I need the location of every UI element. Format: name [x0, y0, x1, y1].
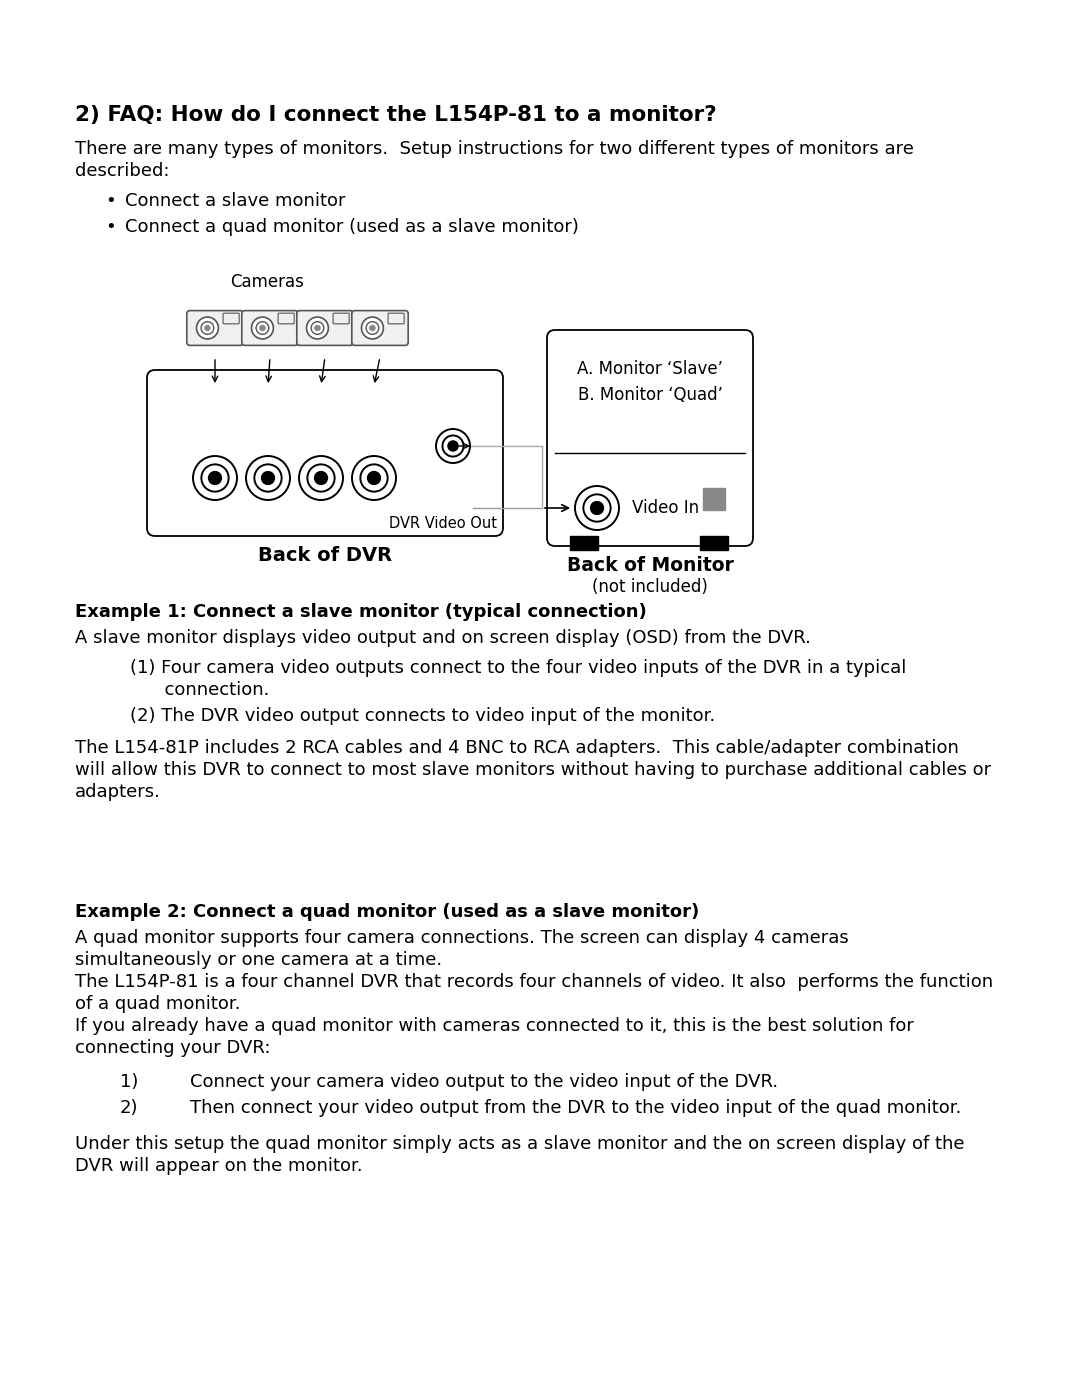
Circle shape [259, 326, 266, 331]
Circle shape [368, 472, 380, 485]
Text: Connect a slave monitor: Connect a slave monitor [125, 191, 346, 210]
Text: Video In: Video In [632, 499, 699, 517]
Text: described:: described: [75, 162, 170, 180]
Circle shape [575, 486, 619, 529]
Text: Connect a quad monitor (used as a slave monitor): Connect a quad monitor (used as a slave … [125, 218, 579, 236]
Bar [570, 536, 598, 550]
Circle shape [208, 472, 221, 485]
Circle shape [369, 326, 376, 331]
Text: B. Monitor ‘Quad’: B. Monitor ‘Quad’ [578, 386, 723, 404]
Text: A quad monitor supports four camera connections. The screen can display 4 camera: A quad monitor supports four camera conn… [75, 929, 849, 947]
Circle shape [314, 326, 321, 331]
Circle shape [193, 455, 237, 500]
Circle shape [362, 317, 383, 339]
Text: simultaneously or one camera at a time.: simultaneously or one camera at a time. [75, 951, 442, 970]
Circle shape [246, 455, 291, 500]
Bar [703, 488, 725, 510]
Circle shape [299, 455, 343, 500]
Circle shape [204, 326, 211, 331]
Circle shape [255, 464, 282, 492]
FancyBboxPatch shape [147, 370, 503, 536]
Text: Then connect your video output from the DVR to the video input of the quad monit: Then connect your video output from the … [190, 1099, 961, 1118]
Circle shape [448, 441, 458, 451]
Text: Example 1: Connect a slave monitor (typical connection): Example 1: Connect a slave monitor (typi… [75, 604, 647, 622]
Text: will allow this DVR to connect to most slave monitors without having to purchase: will allow this DVR to connect to most s… [75, 761, 991, 780]
Text: •: • [105, 218, 116, 236]
Text: connection.: connection. [130, 680, 269, 698]
FancyBboxPatch shape [333, 313, 349, 324]
FancyBboxPatch shape [242, 310, 298, 345]
FancyBboxPatch shape [546, 330, 753, 546]
Text: •: • [105, 191, 116, 210]
Circle shape [197, 317, 218, 339]
Text: adapters.: adapters. [75, 782, 161, 800]
Circle shape [443, 436, 463, 457]
Text: (not included): (not included) [592, 578, 707, 597]
Text: 2) FAQ: How do I connect the L154P-81 to a monitor?: 2) FAQ: How do I connect the L154P-81 to… [75, 105, 717, 124]
Text: 2): 2) [120, 1099, 138, 1118]
Text: Example 2: Connect a quad monitor (used as a slave monitor): Example 2: Connect a quad monitor (used … [75, 902, 699, 921]
FancyBboxPatch shape [187, 310, 243, 345]
FancyBboxPatch shape [388, 313, 404, 324]
Text: (1) Four camera video outputs connect to the four video inputs of the DVR in a t: (1) Four camera video outputs connect to… [130, 659, 906, 678]
Circle shape [352, 455, 396, 500]
FancyBboxPatch shape [297, 310, 353, 345]
Circle shape [308, 464, 335, 492]
Bar [700, 536, 728, 550]
Text: A slave monitor displays video output and on screen display (OSD) from the DVR.: A slave monitor displays video output an… [75, 629, 811, 647]
Text: A. Monitor ‘Slave’: A. Monitor ‘Slave’ [577, 360, 723, 379]
FancyBboxPatch shape [224, 313, 239, 324]
Text: DVR Video Out: DVR Video Out [389, 515, 497, 531]
Text: Under this setup the quad monitor simply acts as a slave monitor and the on scre: Under this setup the quad monitor simply… [75, 1134, 964, 1153]
Text: of a quad monitor.: of a quad monitor. [75, 995, 241, 1013]
Circle shape [583, 495, 610, 521]
FancyBboxPatch shape [278, 313, 294, 324]
Text: There are many types of monitors.  Setup instructions for two different types of: There are many types of monitors. Setup … [75, 140, 914, 158]
Text: connecting your DVR:: connecting your DVR: [75, 1039, 270, 1058]
Text: The L154P-81 is a four channel DVR that records four channels of video. It also : The L154P-81 is a four channel DVR that … [75, 972, 994, 990]
Circle shape [307, 317, 328, 339]
Circle shape [201, 321, 214, 334]
Circle shape [201, 464, 229, 492]
Circle shape [315, 472, 327, 485]
Text: (2) The DVR video output connects to video input of the monitor.: (2) The DVR video output connects to vid… [130, 707, 715, 725]
Text: Back of Monitor: Back of Monitor [567, 556, 733, 576]
Circle shape [591, 502, 603, 514]
Circle shape [366, 321, 379, 334]
Text: 1): 1) [120, 1073, 138, 1091]
Circle shape [436, 429, 470, 462]
Circle shape [252, 317, 273, 339]
Text: The L154-81P includes 2 RCA cables and 4 BNC to RCA adapters.  This cable/adapte: The L154-81P includes 2 RCA cables and 4… [75, 739, 959, 757]
Text: Connect your camera video output to the video input of the DVR.: Connect your camera video output to the … [190, 1073, 778, 1091]
Text: Back of DVR: Back of DVR [258, 546, 392, 564]
Text: Cameras: Cameras [230, 272, 303, 291]
Circle shape [361, 464, 388, 492]
Text: If you already have a quad monitor with cameras connected to it, this is the bes: If you already have a quad monitor with … [75, 1017, 914, 1035]
Circle shape [311, 321, 324, 334]
Text: DVR will appear on the monitor.: DVR will appear on the monitor. [75, 1157, 363, 1175]
Circle shape [256, 321, 269, 334]
FancyBboxPatch shape [352, 310, 408, 345]
Circle shape [261, 472, 274, 485]
